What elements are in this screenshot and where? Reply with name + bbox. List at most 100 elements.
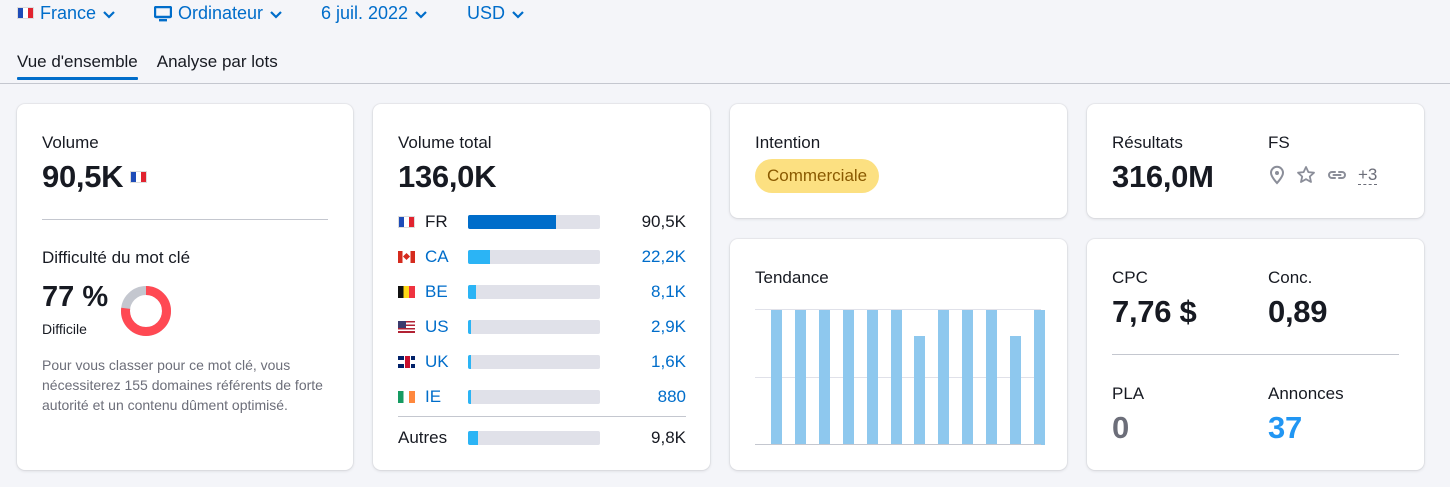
link-icon[interactable]	[1326, 165, 1348, 185]
country-share-bar	[468, 431, 600, 445]
ca-flag-icon	[398, 251, 415, 263]
other-value: 9,8K	[651, 428, 686, 447]
trend-bar[interactable]	[914, 335, 926, 445]
date-filter-label: 6 juil. 2022	[321, 3, 409, 23]
country-row-other: Autres 9,8K	[398, 428, 686, 448]
country-volume[interactable]: 1,6K	[651, 352, 686, 371]
cpc-card: CPC 7,76 $ Conc. 0,89 PLA 0 Annonces 37	[1087, 239, 1424, 470]
star-icon[interactable]	[1296, 165, 1316, 185]
trend-bar[interactable]	[890, 310, 902, 445]
desktop-icon	[154, 5, 172, 21]
keyword-difficulty-description: Pour vous classer pour ce mot clé, vous …	[42, 357, 323, 413]
ads-value[interactable]: 37	[1268, 410, 1302, 445]
tab-bar: Vue d'ensemble Analyse par lots	[17, 52, 278, 80]
country-share-fill	[468, 320, 472, 334]
country-volume[interactable]: 22,2K	[641, 247, 686, 266]
country-row: UK 1,6K	[398, 352, 686, 372]
trend-card: Tendance	[730, 239, 1067, 470]
chevron-down-icon	[270, 10, 282, 19]
volume-label: Volume	[42, 133, 99, 152]
results-value: 316,0M	[1112, 159, 1214, 194]
us-flag-icon	[398, 321, 415, 333]
currency-filter-label: USD	[467, 3, 506, 23]
country-share-bar	[468, 215, 600, 229]
difficulty-donut-arc	[121, 286, 171, 336]
cpc-label: CPC	[1112, 268, 1148, 287]
intent-label: Intention	[755, 133, 821, 152]
divider	[42, 219, 328, 220]
trend-bar[interactable]	[1034, 310, 1045, 445]
competition-value: 0,89	[1268, 294, 1328, 329]
country-volume[interactable]: 2,9K	[651, 317, 686, 336]
country-row: FR 90,5K	[398, 212, 686, 232]
keyword-difficulty-value: 77 %	[42, 281, 109, 313]
trend-chart	[755, 309, 1045, 445]
pla-label: PLA	[1112, 384, 1145, 403]
trend-bar[interactable]	[866, 310, 878, 445]
trend-bar[interactable]	[962, 310, 974, 445]
date-filter[interactable]: 6 juil. 2022	[321, 3, 428, 24]
gridline	[755, 309, 1041, 310]
tab-bulk-analysis[interactable]: Analyse par lots	[156, 52, 278, 71]
cpc-value: 7,76 $	[1112, 294, 1197, 329]
country-share-fill	[468, 285, 476, 299]
total-volume-value: 136,0K	[398, 159, 497, 194]
country-share-fill	[468, 355, 472, 369]
trend-bar[interactable]	[794, 310, 806, 445]
country-code: FR	[425, 212, 448, 231]
pla-value[interactable]: 0	[1112, 410, 1129, 445]
country-share-fill	[468, 390, 472, 404]
france-flag-icon	[17, 6, 34, 19]
results-label: Résultats	[1112, 133, 1183, 152]
country-share-bar	[468, 285, 600, 299]
competition-label: Conc.	[1268, 268, 1313, 287]
divider	[1112, 354, 1399, 355]
france-flag-icon	[130, 171, 148, 183]
country-share-fill	[468, 215, 556, 229]
currency-filter[interactable]: USD	[467, 3, 525, 24]
country-volume[interactable]: 880	[657, 387, 686, 406]
country-code[interactable]: US	[425, 317, 449, 336]
country-code[interactable]: CA	[425, 247, 449, 266]
results-card: Résultats 316,0M FS +3	[1087, 104, 1424, 218]
chevron-down-icon	[415, 10, 427, 19]
trend-bar[interactable]	[771, 310, 782, 445]
country-share-bar	[468, 320, 600, 334]
serp-features-label: FS	[1268, 133, 1290, 152]
total-volume-label: Volume total	[398, 133, 492, 152]
device-filter[interactable]: Ordinateur	[154, 3, 283, 24]
divider	[398, 416, 686, 417]
tabs-divider	[0, 83, 1450, 84]
country-row: IE 880	[398, 387, 686, 407]
serp-features-more[interactable]: +3	[1358, 164, 1378, 185]
keyword-difficulty-level: Difficile	[42, 321, 87, 337]
trend-bar[interactable]	[818, 310, 830, 445]
intent-badge[interactable]: Commerciale	[755, 159, 880, 193]
tab-overview[interactable]: Vue d'ensemble	[17, 52, 138, 80]
chevron-down-icon	[103, 10, 115, 19]
country-code[interactable]: UK	[425, 352, 449, 371]
country-code[interactable]: BE	[425, 282, 448, 301]
trend-bar[interactable]	[842, 310, 854, 445]
country-volume: 90,5K	[641, 212, 686, 231]
trend-bar[interactable]	[1010, 335, 1022, 445]
trend-label: Tendance	[755, 268, 829, 287]
trend-bar[interactable]	[986, 310, 998, 445]
ie-flag-icon	[398, 391, 415, 403]
country-share-bar	[468, 390, 600, 404]
intent-card: Intention Commerciale	[730, 104, 1067, 218]
difficulty-donut-chart	[121, 286, 171, 336]
location-pin-icon[interactable]	[1268, 165, 1286, 185]
country-row: BE 8,1K	[398, 282, 686, 302]
serp-features-icons: +3	[1268, 164, 1378, 185]
country-filter[interactable]: France	[17, 3, 116, 24]
global-volume-card: Volume total 136,0K FR 90,5K CA 22,2K BE 8,1K…	[373, 104, 710, 470]
uk-flag-icon	[398, 356, 415, 368]
keyword-difficulty-label: Difficulté du mot clé	[42, 248, 191, 267]
country-row: CA 22,2K	[398, 247, 686, 267]
trend-bar[interactable]	[938, 310, 950, 445]
fr-flag-icon	[398, 216, 415, 228]
country-volume[interactable]: 8,1K	[651, 282, 686, 301]
country-code[interactable]: IE	[425, 387, 442, 406]
volume-value: 90,5K	[42, 159, 124, 194]
